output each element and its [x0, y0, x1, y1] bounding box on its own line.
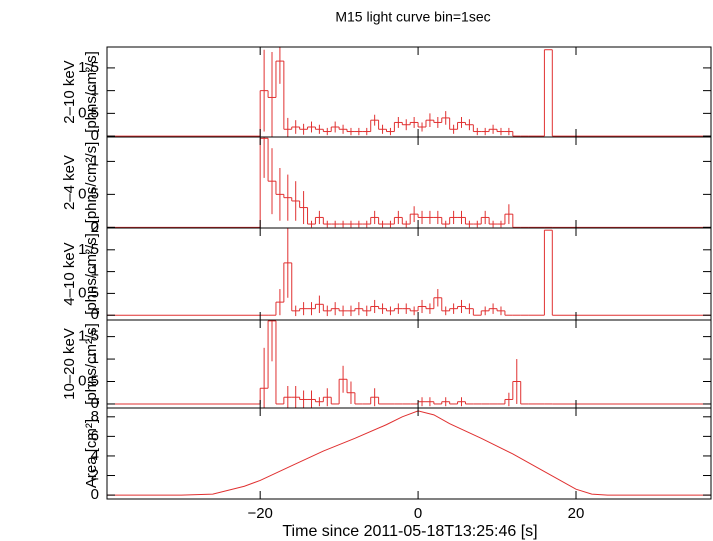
y-axis-label: Area [cm²]: [83, 419, 100, 488]
chart-title: M15 light curve bin=1sec: [335, 9, 490, 25]
y-tick-label: 0: [91, 127, 99, 144]
y-tick-label: 4: [91, 447, 99, 464]
y-tick-label: 1: [91, 350, 99, 367]
y-tick-label: 0: [91, 395, 99, 412]
x-tick-label: 0: [414, 505, 422, 522]
x-tick-label: 20: [568, 505, 585, 522]
y-tick-label: 6: [91, 427, 99, 444]
plot-area: [107, 320, 711, 408]
frame: [106, 319, 712, 409]
plot-area: [107, 47, 711, 137]
y-tick-label: 1: [91, 152, 99, 169]
y-axis-label: [phns/cm²/s]: [83, 323, 100, 405]
y-tick-label: 0: [91, 218, 99, 235]
line: [107, 410, 711, 496]
frame: [106, 407, 712, 500]
y-tick-label: 0: [91, 486, 99, 503]
y-axis-label: [phns/cm²/s]: [83, 142, 100, 224]
y-axis-label: 4–10 keV: [61, 242, 78, 305]
y-tick-label: 0.5: [78, 185, 99, 202]
y-tick-label: 1.5: [78, 59, 99, 76]
y-tick-label: 0: [91, 306, 99, 323]
y-axis-label: 10–20 keV: [61, 328, 78, 400]
plot-area: [107, 137, 711, 228]
y-tick-label: 0.5: [78, 372, 99, 389]
y-axis-label: [phns/cm²/s]: [83, 233, 100, 315]
plot-area: [107, 410, 711, 496]
x-axis-label: Time since 2011-05-18T13:25:46 [s]: [282, 523, 537, 540]
y-tick-label: 2: [91, 219, 99, 236]
y-axis-label: 2–4 keV: [61, 155, 78, 210]
y-tick-label: 1: [91, 263, 99, 280]
y-tick-label: 2: [91, 466, 99, 483]
frame: [106, 46, 712, 138]
y-axis-label: [phns/cm²/s]: [83, 51, 100, 133]
y-axis-label: 2–10 keV: [61, 60, 78, 123]
frame: [106, 227, 712, 321]
y-tick-label: 1.5: [78, 328, 99, 345]
x-tick-label: −20: [247, 505, 272, 522]
frame: [106, 136, 712, 229]
y-tick-label: 0.5: [78, 104, 99, 121]
y-tick-label: 1: [91, 82, 99, 99]
y-tick-label: 8: [91, 408, 99, 425]
plot-area: [107, 228, 711, 317]
y-tick-label: 0.5: [78, 284, 99, 301]
y-tick-label: 1.5: [78, 241, 99, 258]
